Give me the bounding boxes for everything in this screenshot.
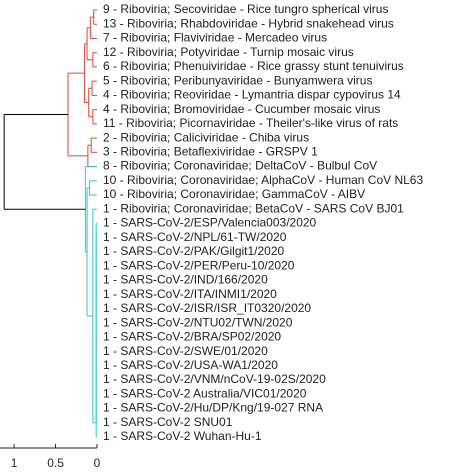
leaf-label: 5 - Riboviria; Peribunyaviridae - Bunyam…	[103, 73, 372, 87]
leaf-label: 1 - SARS-CoV-2/BRA/SP02/2020	[103, 330, 281, 344]
leaf-label: 1 - SARS-CoV-2/USA-WA1/2020	[103, 358, 278, 372]
leaf-label: 1 - SARS-CoV-2/NPL/61-TW/2020	[103, 230, 287, 244]
leaf-label: 12 - Riboviria; Potyviridae - Turnip mos…	[103, 45, 354, 59]
leaf-label: 4 - Riboviria; Reoviridae - Lymantria di…	[103, 88, 401, 102]
leaf-label: 7 - Riboviria; Flaviviridae - Mercadeo v…	[103, 31, 327, 45]
leaf-label: 8 - Riboviria; Coronaviridae; DeltaCoV -…	[103, 159, 377, 173]
leaf-label: 1 - SARS-CoV-2/ITA/INMI1/2020	[103, 287, 277, 301]
leaf-label: 6 - Riboviria; Phenuiviridae - Rice gras…	[103, 59, 404, 73]
x-tick-label: 0	[94, 456, 101, 470]
leaf-label: 9 - Riboviria; Secoviridae - Rice tungro…	[103, 2, 388, 16]
leaf-label: 1 - SARS-CoV-2/NTU02/TWN/2020	[103, 315, 293, 329]
leaf-label: 10 - Riboviria; Coronaviridae; GammaCoV …	[103, 187, 365, 201]
leaf-label: 11 - Riboviria; Picornaviridae - Theiler…	[103, 116, 398, 130]
leaf-label: 1 - SARS-CoV-2 Australia/VIC01/2020	[103, 386, 307, 400]
x-tick-label: 1	[11, 456, 18, 470]
x-tick-label: 0.5	[47, 456, 64, 470]
leaf-label: 4 - Riboviria; Bromoviridae - Cucumber m…	[103, 102, 380, 116]
leaf-label: 2 - Riboviria; Caliciviridae - Chiba vir…	[103, 130, 309, 144]
leaf-label: 1 - SARS-CoV-2/ESP/Valencia003/2020	[103, 216, 317, 230]
leaf-label: 13 - Riboviria; Rhabdoviridae - Hybrid s…	[103, 16, 394, 30]
leaf-label: 1 - SARS-CoV-2/ISR/ISR_IT0320/2020	[103, 301, 311, 315]
leaf-label: 1 - SARS-CoV-2/SWE/01/2020	[103, 344, 268, 358]
leaf-label: 1 - SARS-CoV-2/Hu/DP/Kng/19-027 RNA	[103, 401, 323, 415]
leaf-label: 1 - SARS-CoV-2 SNU01	[103, 415, 233, 429]
leaf-label: 3 - Riboviria; Betaflexiviridae - GRSPV …	[103, 145, 318, 159]
leaf-label: 10 - Riboviria; Coronaviridae; AlphaCoV …	[103, 173, 423, 187]
leaf-label: 1 - SARS-CoV-2/VNM/nCoV-19-02S/2020	[103, 372, 326, 386]
leaf-label: 1 - Riboviria; Coronaviridae; BetaCoV - …	[103, 201, 404, 215]
leaf-label: 1 - SARS-CoV-2/PER/Peru-10/2020	[103, 258, 295, 272]
leaf-label: 1 - SARS-CoV-2/PAK/Gilgit1/2020	[103, 244, 285, 258]
leaf-label: 1 - SARS-CoV-2/IND/166/2020	[103, 273, 268, 287]
leaf-label: 1 - SARS-CoV-2 Wuhan-Hu-1	[103, 429, 262, 443]
